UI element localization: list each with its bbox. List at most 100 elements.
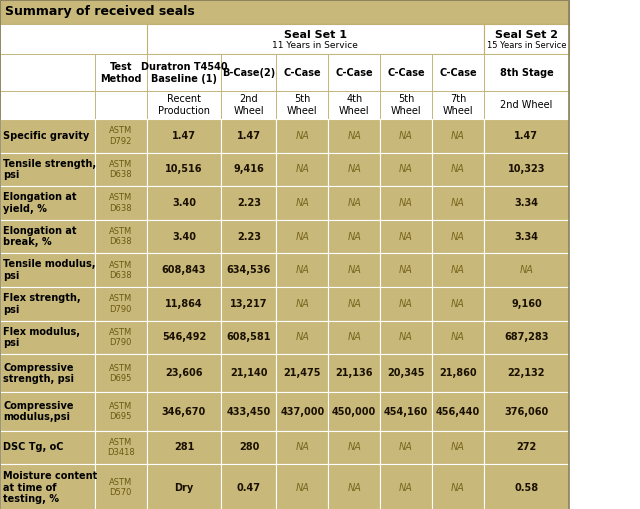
Bar <box>432 220 484 253</box>
Text: 3.40: 3.40 <box>172 232 196 242</box>
Bar <box>380 431 432 464</box>
Text: NA: NA <box>399 299 413 309</box>
Text: 376,060: 376,060 <box>504 407 548 416</box>
Bar <box>276 464 328 509</box>
Text: 1.47: 1.47 <box>515 131 538 141</box>
Text: NA: NA <box>296 442 309 453</box>
Text: 13,217: 13,217 <box>230 299 268 309</box>
Text: 450,000: 450,000 <box>332 407 376 416</box>
Text: 21,860: 21,860 <box>439 369 477 378</box>
Bar <box>0 464 95 509</box>
Bar <box>328 186 380 220</box>
Text: 21,140: 21,140 <box>230 369 268 378</box>
Bar <box>484 119 569 153</box>
Bar <box>147 392 221 431</box>
Bar <box>147 321 221 354</box>
Bar <box>95 392 147 431</box>
Bar <box>147 186 221 220</box>
Bar <box>380 119 432 153</box>
Bar <box>380 287 432 321</box>
Bar <box>484 186 569 220</box>
Bar <box>276 354 328 392</box>
Text: 10,323: 10,323 <box>508 164 545 175</box>
Text: NA: NA <box>296 299 309 309</box>
Text: ASTM
D638: ASTM D638 <box>109 261 132 280</box>
Text: Flex modulus,
psi: Flex modulus, psi <box>3 327 80 348</box>
Bar <box>0 0 569 24</box>
Bar <box>147 253 221 287</box>
Text: NA: NA <box>399 164 413 175</box>
Bar <box>432 354 484 392</box>
Bar <box>95 54 147 91</box>
Text: ASTM
D638: ASTM D638 <box>109 193 132 213</box>
Bar <box>484 321 569 354</box>
Text: Compressive
modulus,psi: Compressive modulus,psi <box>3 401 74 422</box>
Text: NA: NA <box>348 265 361 275</box>
Bar <box>0 186 95 220</box>
Bar <box>0 253 95 287</box>
Bar <box>380 392 432 431</box>
Bar <box>276 392 328 431</box>
Bar <box>221 91 276 119</box>
Bar <box>95 220 147 253</box>
Bar <box>0 431 95 464</box>
Text: NA: NA <box>296 164 309 175</box>
Text: NA: NA <box>296 483 309 493</box>
Bar <box>276 54 328 91</box>
Bar <box>432 321 484 354</box>
Text: NA: NA <box>399 131 413 141</box>
Text: Seal Set 1: Seal Set 1 <box>284 30 347 40</box>
Text: NA: NA <box>451 265 465 275</box>
Bar <box>380 153 432 186</box>
Bar <box>276 119 328 153</box>
Bar <box>221 253 276 287</box>
Text: NA: NA <box>451 131 465 141</box>
Text: NA: NA <box>296 232 309 242</box>
Text: NA: NA <box>348 164 361 175</box>
Text: 608,843: 608,843 <box>162 265 206 275</box>
Bar <box>95 153 147 186</box>
Text: 20,345: 20,345 <box>387 369 425 378</box>
Bar <box>328 54 380 91</box>
Bar <box>0 354 95 392</box>
Bar <box>328 153 380 186</box>
Bar <box>328 119 380 153</box>
Text: NA: NA <box>348 332 361 343</box>
Text: 2.23: 2.23 <box>237 232 261 242</box>
Text: NA: NA <box>451 164 465 175</box>
Text: 15 Years in Service: 15 Years in Service <box>486 41 566 50</box>
Bar <box>0 321 95 354</box>
Text: 10,516: 10,516 <box>165 164 203 175</box>
Text: NA: NA <box>399 198 413 208</box>
Text: Flex strength,
psi: Flex strength, psi <box>3 293 81 315</box>
Text: 280: 280 <box>239 442 259 453</box>
Text: C-Case: C-Case <box>335 68 373 78</box>
Text: Recent
Production: Recent Production <box>158 94 210 116</box>
Bar <box>276 186 328 220</box>
Text: C-Case: C-Case <box>439 68 477 78</box>
Text: 546,492: 546,492 <box>162 332 206 343</box>
Text: NA: NA <box>451 232 465 242</box>
Bar <box>221 321 276 354</box>
Text: 11,864: 11,864 <box>165 299 203 309</box>
Text: Test
Method: Test Method <box>100 62 141 83</box>
Bar <box>380 464 432 509</box>
Bar <box>95 431 147 464</box>
Bar <box>276 153 328 186</box>
Bar <box>147 220 221 253</box>
Bar <box>484 91 569 119</box>
Text: NA: NA <box>451 332 465 343</box>
Text: 454,160: 454,160 <box>384 407 428 416</box>
Text: NA: NA <box>348 131 361 141</box>
Bar <box>276 91 328 119</box>
Text: 1.47: 1.47 <box>172 131 196 141</box>
Bar <box>432 392 484 431</box>
Bar <box>0 119 95 153</box>
Text: NA: NA <box>451 299 465 309</box>
Text: 437,000: 437,000 <box>280 407 324 416</box>
Bar <box>484 153 569 186</box>
Bar <box>328 220 380 253</box>
Text: 687,283: 687,283 <box>504 332 548 343</box>
Bar <box>328 464 380 509</box>
Bar <box>484 392 569 431</box>
